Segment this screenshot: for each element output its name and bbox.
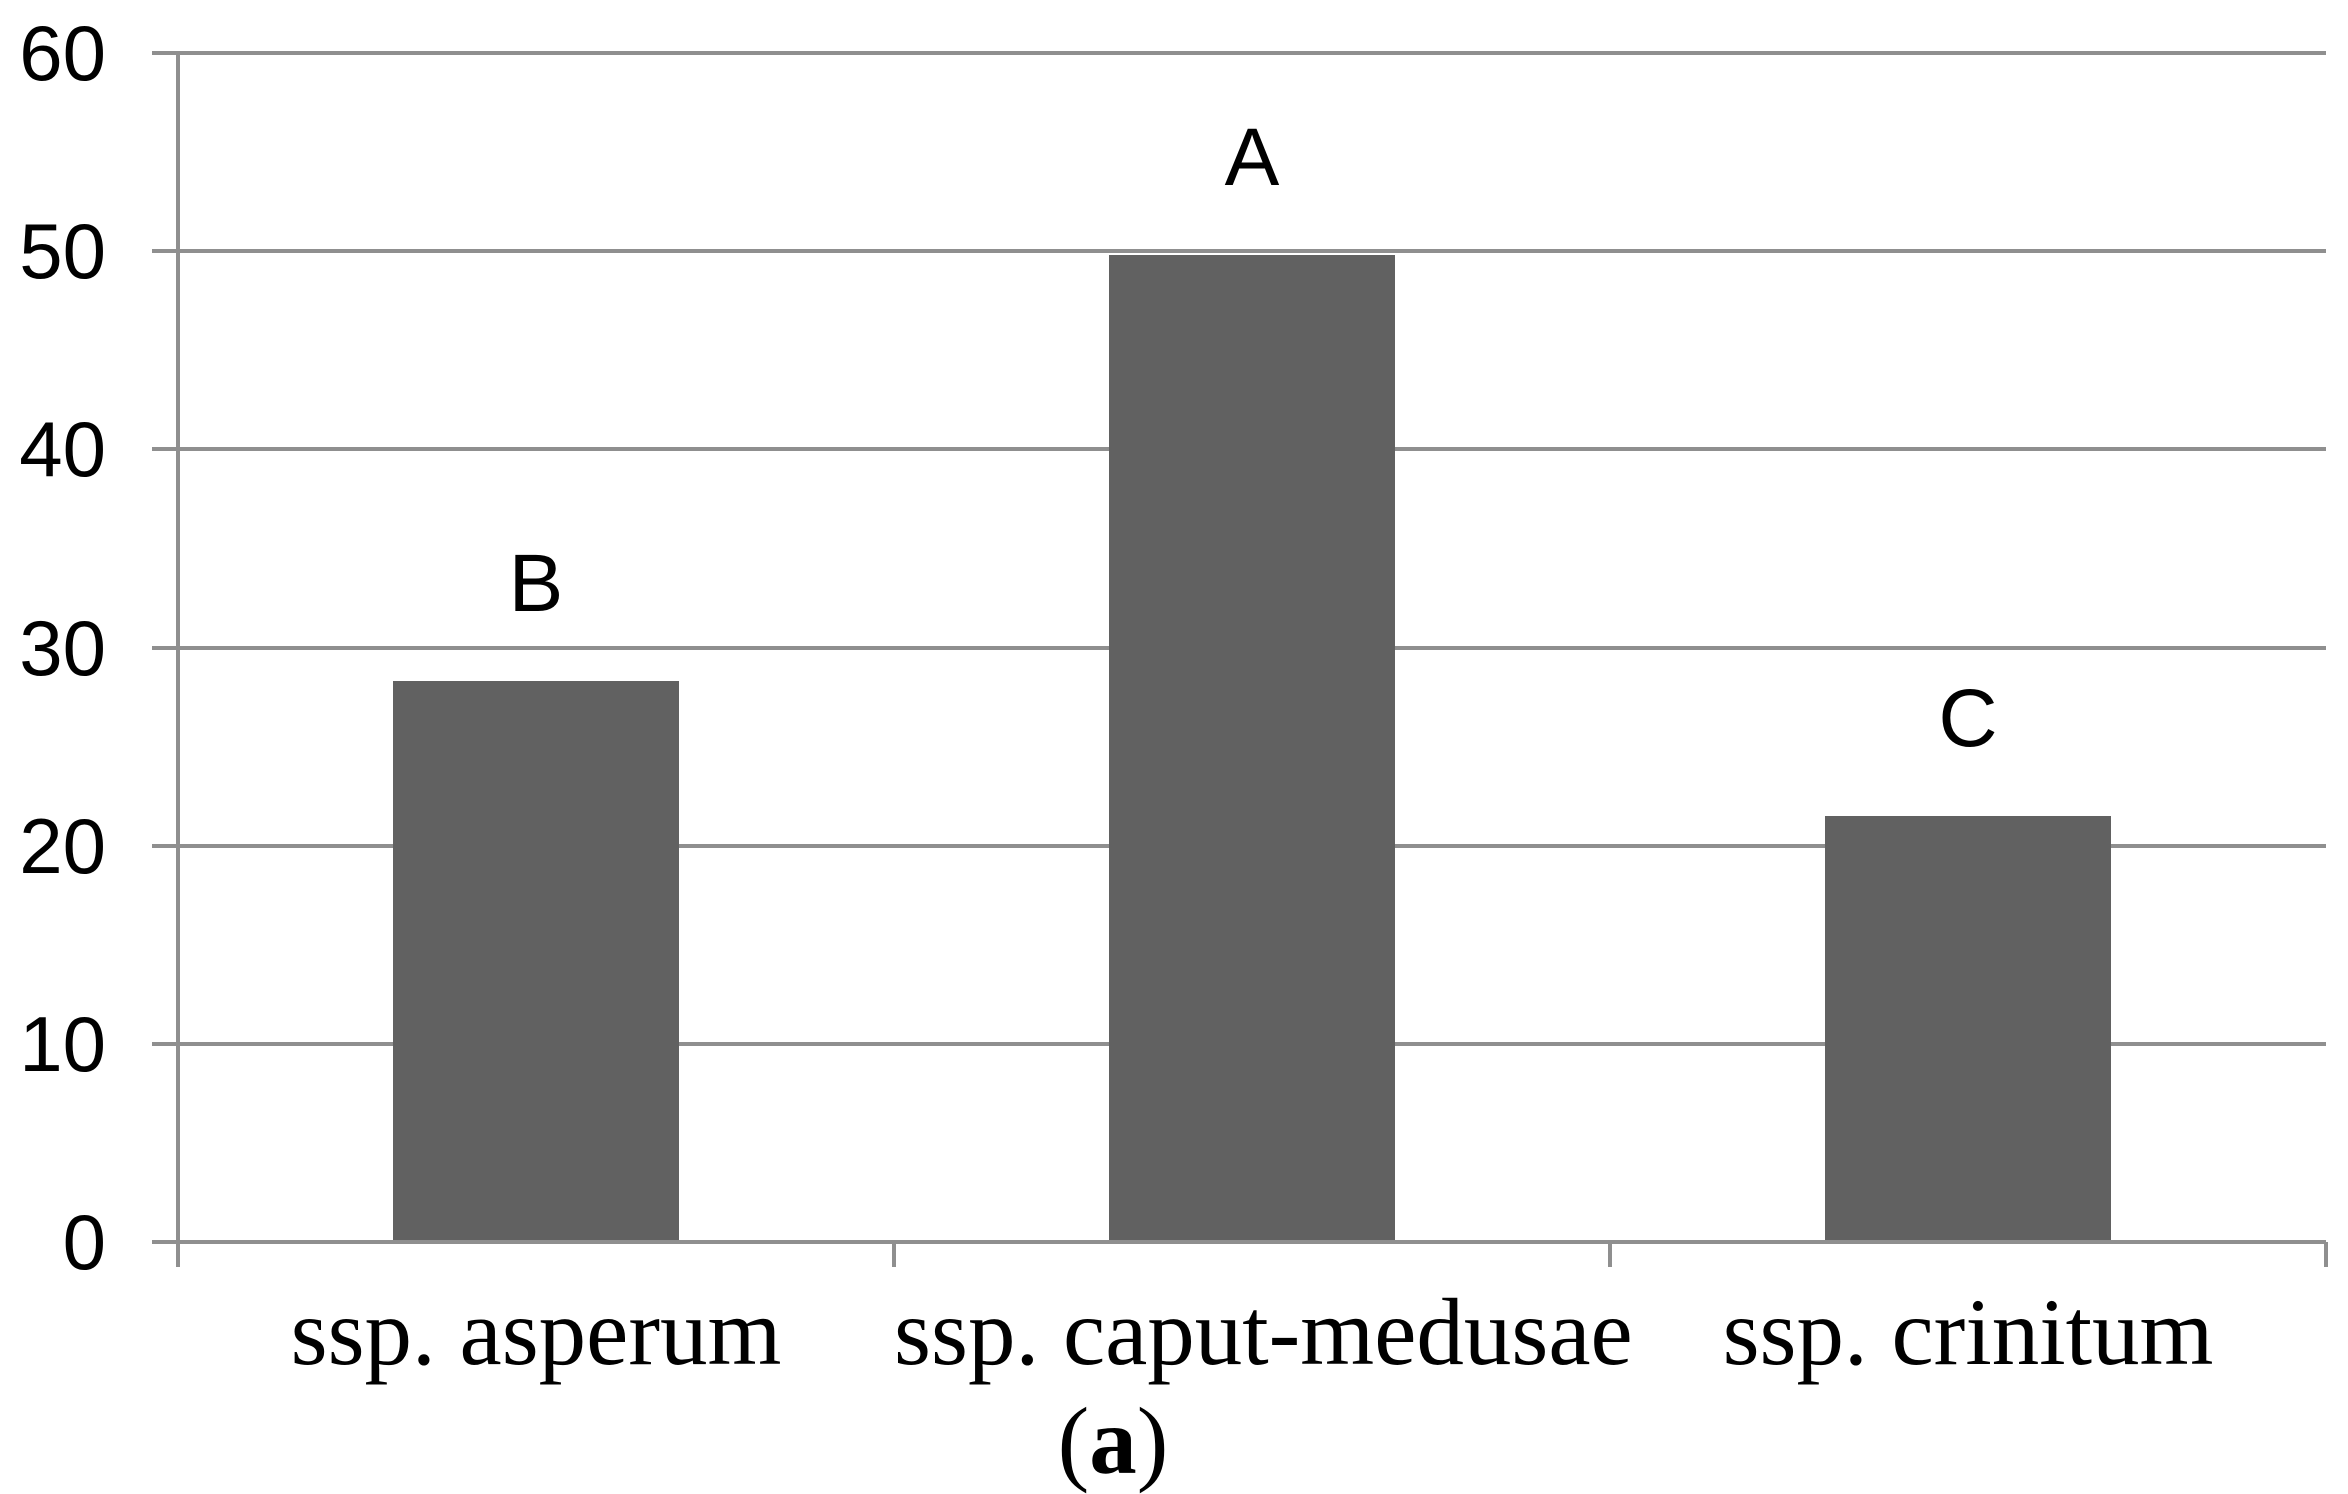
gridline-y-60 — [152, 51, 2326, 55]
ytick-label-60: 60 — [19, 9, 106, 97]
xtick-boundary-2 — [1608, 1242, 1612, 1267]
caption-close-paren: ) — [1136, 1388, 1169, 1494]
bar-ssp-asperum — [393, 681, 679, 1242]
significance-letter-ssp-caput-medusae: A — [1224, 112, 1280, 203]
ytick-label-10: 10 — [19, 999, 106, 1088]
ytick-label-50: 50 — [19, 207, 106, 296]
caption-open-paren: ( — [1057, 1388, 1090, 1494]
xtick-boundary-1 — [892, 1242, 896, 1267]
bar-ssp-crinitum — [1825, 816, 2111, 1242]
bar-ssp-caput-medusae — [1109, 255, 1395, 1242]
xtick-boundary-3 — [2324, 1242, 2328, 1267]
ytick-label-0: 0 — [62, 1198, 106, 1286]
ytick-label-40: 40 — [19, 405, 106, 494]
ytick-label-20: 20 — [19, 801, 106, 890]
significance-letter-ssp-asperum: B — [508, 538, 564, 629]
caption-letter: a — [1089, 1388, 1137, 1494]
panel-caption: (a) — [813, 1394, 1413, 1489]
category-label-ssp-asperum: ssp. asperum — [290, 1279, 782, 1385]
y-axis-line — [176, 53, 180, 1267]
gridline-y-0 — [152, 1240, 2326, 1244]
category-label-ssp-caput-medusae: ssp. caput-medusae — [894, 1279, 1633, 1385]
xtick-boundary-0 — [176, 1242, 180, 1267]
gridline-y-50 — [152, 249, 2326, 254]
ytick-label-30: 30 — [19, 603, 106, 692]
significance-letter-ssp-crinitum: C — [1938, 673, 1998, 764]
category-label-ssp-crinitum: ssp. crinitum — [1722, 1279, 2214, 1385]
